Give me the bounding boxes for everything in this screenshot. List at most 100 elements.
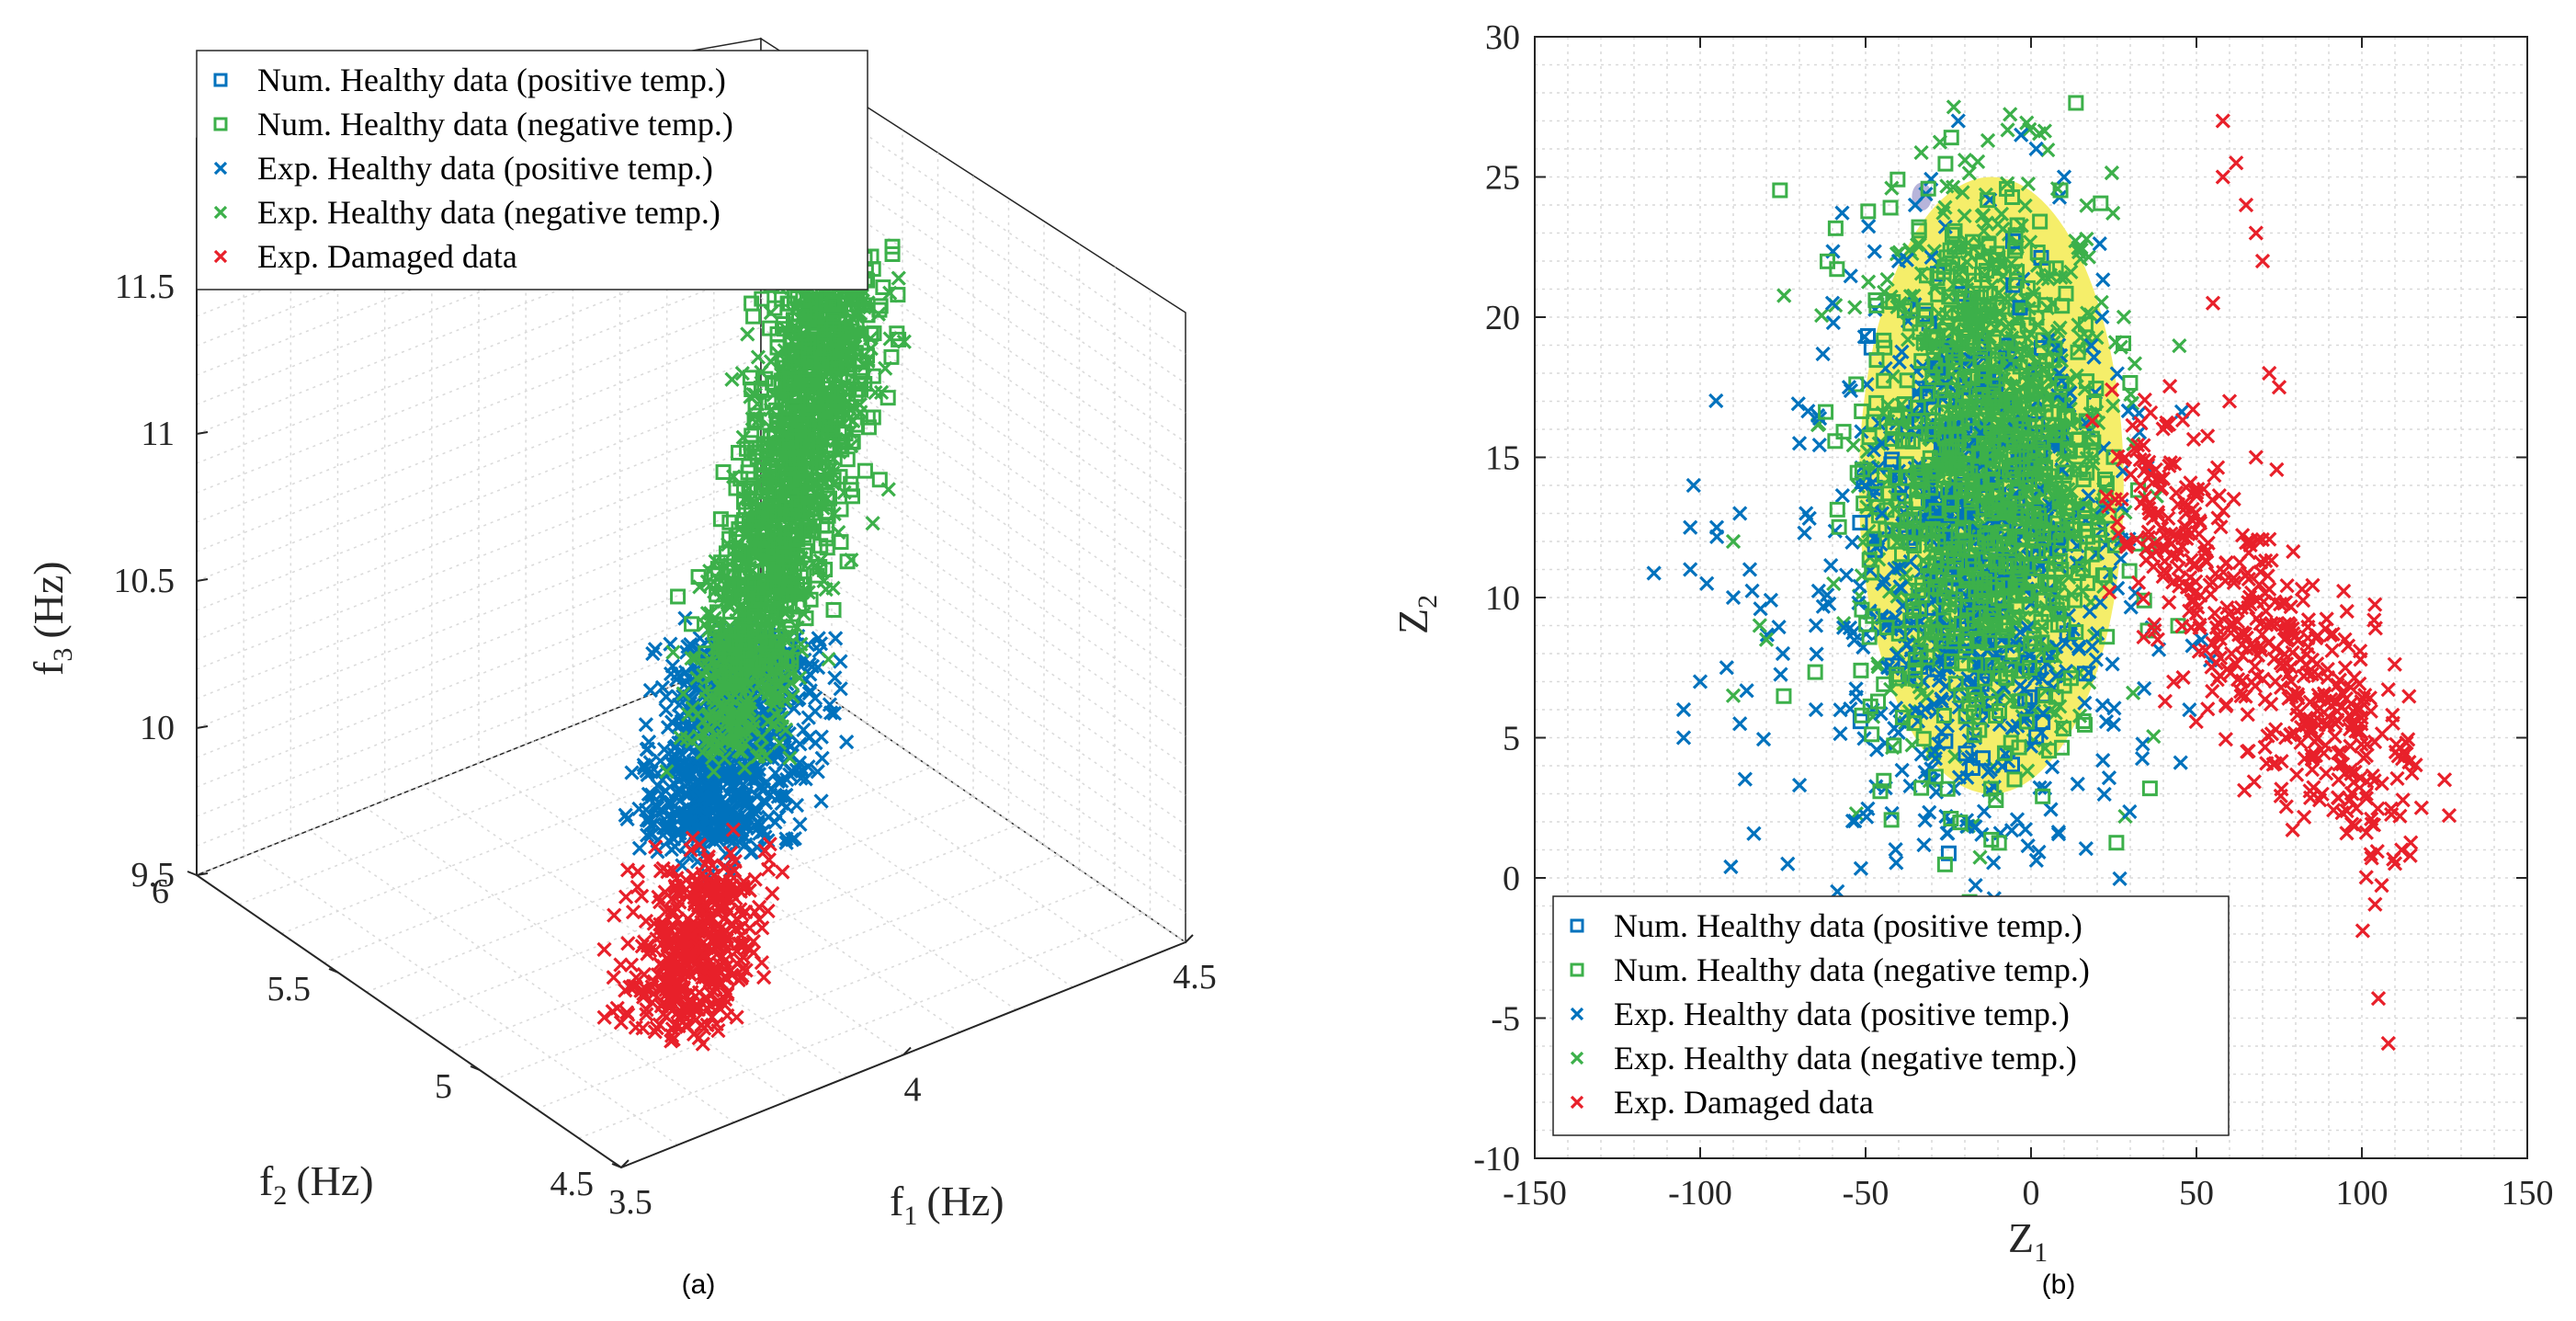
data-point xyxy=(647,1024,663,1040)
data-point xyxy=(670,588,687,605)
data-point xyxy=(2042,646,2059,663)
data-point xyxy=(2034,724,2049,741)
data-point xyxy=(722,845,739,861)
data-point xyxy=(839,734,855,750)
data-point xyxy=(2094,698,2110,713)
data-point xyxy=(2012,300,2028,316)
data-point xyxy=(708,970,723,985)
data-point xyxy=(1890,625,1907,642)
data-point xyxy=(663,636,678,652)
data-point xyxy=(746,667,763,684)
data-point xyxy=(827,631,844,646)
data-point xyxy=(763,305,779,321)
data-point xyxy=(688,872,704,889)
data-point xyxy=(2106,537,2123,553)
data-point xyxy=(658,1008,675,1024)
data-point xyxy=(2022,121,2037,137)
data-point xyxy=(801,730,817,746)
data-point xyxy=(1964,507,1980,524)
data-point xyxy=(766,556,782,573)
data-point xyxy=(653,786,670,803)
data-point xyxy=(2105,656,2120,672)
data-point xyxy=(683,885,698,902)
data-point xyxy=(666,740,683,756)
data-point xyxy=(1843,268,1858,284)
z-tick-label: 11 xyxy=(141,415,175,453)
data-point xyxy=(715,464,732,481)
data-point xyxy=(875,279,891,295)
x-tick-label: 4.5 xyxy=(1173,958,1217,996)
data-point xyxy=(738,724,754,740)
floor-grid-line xyxy=(281,708,846,935)
data-point xyxy=(1935,707,1952,723)
data-point xyxy=(871,472,888,488)
data-point xyxy=(755,622,771,639)
y-axis-label: f2 (Hz) xyxy=(259,1157,374,1211)
data-point xyxy=(647,839,664,855)
data-point xyxy=(772,735,788,751)
data-point xyxy=(2116,335,2132,351)
data-point xyxy=(818,414,834,430)
data-point xyxy=(727,541,743,557)
data-point xyxy=(2098,713,2115,730)
data-point xyxy=(770,773,786,790)
data-point xyxy=(1845,438,1861,453)
data-point xyxy=(2120,403,2136,419)
data-point xyxy=(1904,433,1921,450)
data-point xyxy=(1927,743,1943,759)
data-point xyxy=(1810,407,1826,424)
data-point xyxy=(825,601,842,618)
data-point xyxy=(640,741,655,757)
data-point xyxy=(648,797,664,813)
data-point xyxy=(691,837,708,853)
data-point xyxy=(743,585,760,601)
data-point xyxy=(818,530,834,547)
data-point xyxy=(679,731,695,746)
legend-a-box xyxy=(196,50,868,290)
data-point xyxy=(705,676,721,692)
data-point xyxy=(1800,404,1816,419)
data-point xyxy=(755,474,772,491)
data-point xyxy=(596,941,612,958)
data-point xyxy=(729,1009,744,1025)
data-point xyxy=(2037,123,2052,139)
data-point xyxy=(2101,770,2117,786)
data-point xyxy=(2003,823,2020,838)
data-point xyxy=(816,335,833,351)
data-point xyxy=(2080,330,2096,346)
data-point xyxy=(662,948,678,964)
data-point xyxy=(2070,344,2086,360)
data-point xyxy=(784,329,800,346)
data-point xyxy=(658,689,675,705)
data-point xyxy=(1887,410,1903,427)
data-point xyxy=(618,983,633,998)
data-point xyxy=(641,813,657,828)
data-point xyxy=(792,816,808,832)
data-point xyxy=(1986,855,2002,871)
x-tick-mark xyxy=(620,1159,630,1168)
data-point xyxy=(634,888,650,904)
data-point xyxy=(1957,153,1973,168)
data-point xyxy=(736,828,753,845)
data-point xyxy=(746,414,763,430)
data-point xyxy=(813,793,829,809)
data-point xyxy=(777,722,794,738)
data-point xyxy=(822,397,838,414)
z-tick-mark xyxy=(196,431,209,435)
data-point xyxy=(1943,811,1959,827)
legend-label: Exp. Healthy data (negative temp.) xyxy=(257,194,721,231)
data-point xyxy=(1944,496,1960,513)
data-point xyxy=(2088,652,2104,667)
data-point xyxy=(2172,338,2187,354)
z-tick-label: 9.5 xyxy=(131,856,176,894)
data-point xyxy=(1861,429,1878,446)
data-point xyxy=(2135,736,2150,752)
data-point xyxy=(698,645,714,662)
data-point xyxy=(1995,221,2011,237)
data-point xyxy=(1998,378,2014,394)
data-point xyxy=(660,795,675,811)
data-point xyxy=(2079,231,2094,247)
data-point xyxy=(613,1015,629,1031)
data-point xyxy=(2012,530,2028,546)
floor-grid-line xyxy=(760,650,1186,943)
